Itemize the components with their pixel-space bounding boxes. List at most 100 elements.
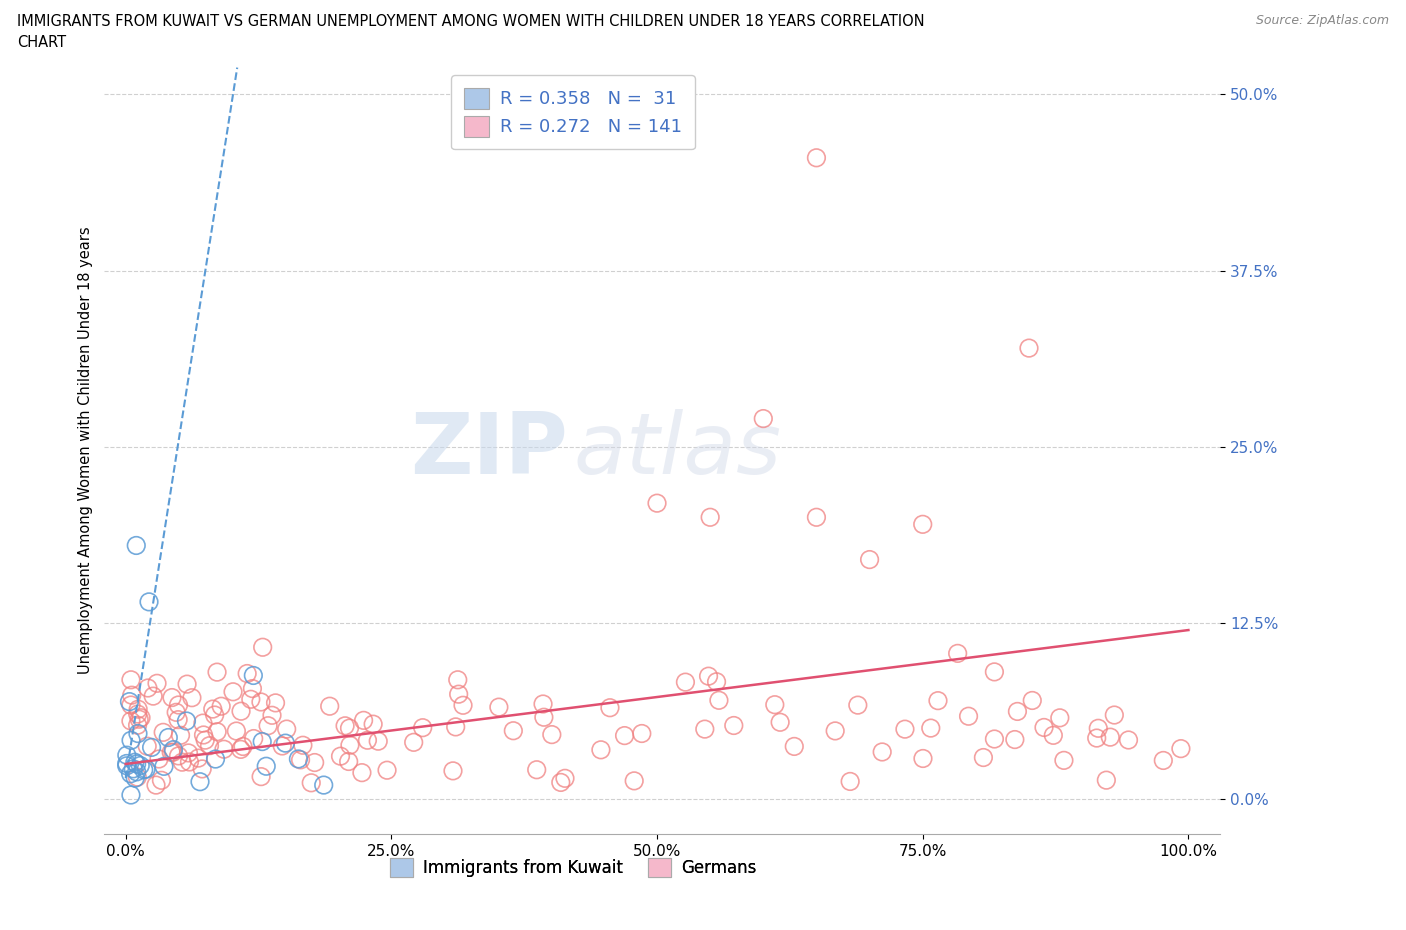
- Point: [125, 764, 148, 779]
- Point: [1152, 753, 1174, 768]
- Point: [260, 708, 283, 723]
- Point: [1170, 741, 1192, 756]
- Point: [172, 755, 194, 770]
- Point: [707, 693, 730, 708]
- Point: [957, 709, 980, 724]
- Point: [254, 759, 277, 774]
- Point: [165, 705, 187, 720]
- Point: [723, 718, 745, 733]
- Point: [135, 762, 157, 777]
- Point: [264, 696, 287, 711]
- Point: [201, 701, 224, 716]
- Point: [894, 722, 917, 737]
- Point: [1049, 711, 1071, 725]
- Point: [193, 727, 215, 742]
- Y-axis label: Unemployment Among Women with Children Under 18 years: Unemployment Among Women with Children U…: [79, 227, 93, 674]
- Point: [181, 690, 204, 705]
- Point: [1007, 704, 1029, 719]
- Point: [540, 727, 562, 742]
- Point: [645, 496, 668, 511]
- Point: [242, 731, 264, 746]
- Point: [118, 694, 141, 709]
- Point: [339, 721, 361, 736]
- Point: [115, 748, 138, 763]
- Point: [167, 749, 190, 764]
- Point: [1087, 721, 1109, 736]
- Point: [946, 646, 969, 661]
- Point: [191, 762, 214, 777]
- Point: [911, 751, 934, 766]
- Point: [120, 766, 142, 781]
- Point: [769, 715, 792, 730]
- Point: [120, 672, 142, 687]
- Point: [706, 674, 728, 689]
- Point: [232, 739, 254, 754]
- Point: [212, 742, 235, 757]
- Point: [191, 716, 214, 731]
- Point: [120, 713, 142, 728]
- Point: [533, 710, 555, 724]
- Point: [188, 775, 211, 790]
- Point: [194, 733, 217, 748]
- Point: [169, 728, 191, 743]
- Point: [824, 724, 846, 738]
- Point: [1004, 732, 1026, 747]
- Point: [225, 724, 247, 738]
- Legend: Immigrants from Kuwait, Germans: Immigrants from Kuwait, Germans: [382, 851, 763, 884]
- Point: [204, 751, 226, 766]
- Point: [531, 697, 554, 711]
- Point: [287, 751, 309, 766]
- Point: [162, 745, 184, 760]
- Point: [187, 751, 209, 765]
- Point: [120, 788, 142, 803]
- Point: [167, 712, 190, 727]
- Point: [1021, 693, 1043, 708]
- Text: Source: ZipAtlas.com: Source: ZipAtlas.com: [1256, 14, 1389, 27]
- Point: [806, 151, 828, 166]
- Point: [242, 681, 264, 696]
- Point: [983, 664, 1005, 679]
- Point: [318, 698, 340, 713]
- Point: [120, 733, 142, 748]
- Point: [229, 704, 252, 719]
- Point: [157, 730, 180, 745]
- Point: [623, 774, 645, 789]
- Point: [141, 740, 163, 755]
- Point: [291, 737, 314, 752]
- Point: [150, 773, 173, 788]
- Point: [124, 771, 146, 786]
- Point: [176, 713, 198, 728]
- Point: [127, 707, 149, 722]
- Point: [353, 713, 375, 728]
- Point: [128, 711, 150, 726]
- Point: [447, 686, 470, 701]
- Point: [127, 718, 149, 733]
- Point: [1042, 728, 1064, 743]
- Point: [911, 517, 934, 532]
- Point: [138, 594, 160, 609]
- Point: [276, 722, 298, 737]
- Point: [229, 742, 252, 757]
- Point: [176, 677, 198, 692]
- Point: [927, 693, 949, 708]
- Point: [129, 758, 152, 773]
- Point: [920, 721, 942, 736]
- Point: [122, 762, 145, 777]
- Point: [333, 718, 356, 733]
- Point: [115, 758, 138, 773]
- Point: [152, 724, 174, 739]
- Point: [356, 733, 378, 748]
- Point: [502, 724, 524, 738]
- Point: [142, 689, 165, 704]
- Point: [1118, 733, 1140, 748]
- Point: [375, 763, 398, 777]
- Point: [153, 759, 176, 774]
- Text: atlas: atlas: [574, 409, 782, 492]
- Point: [120, 698, 142, 712]
- Point: [339, 737, 361, 752]
- Point: [312, 777, 335, 792]
- Point: [136, 738, 159, 753]
- Point: [589, 742, 612, 757]
- Point: [550, 775, 572, 790]
- Point: [350, 765, 373, 780]
